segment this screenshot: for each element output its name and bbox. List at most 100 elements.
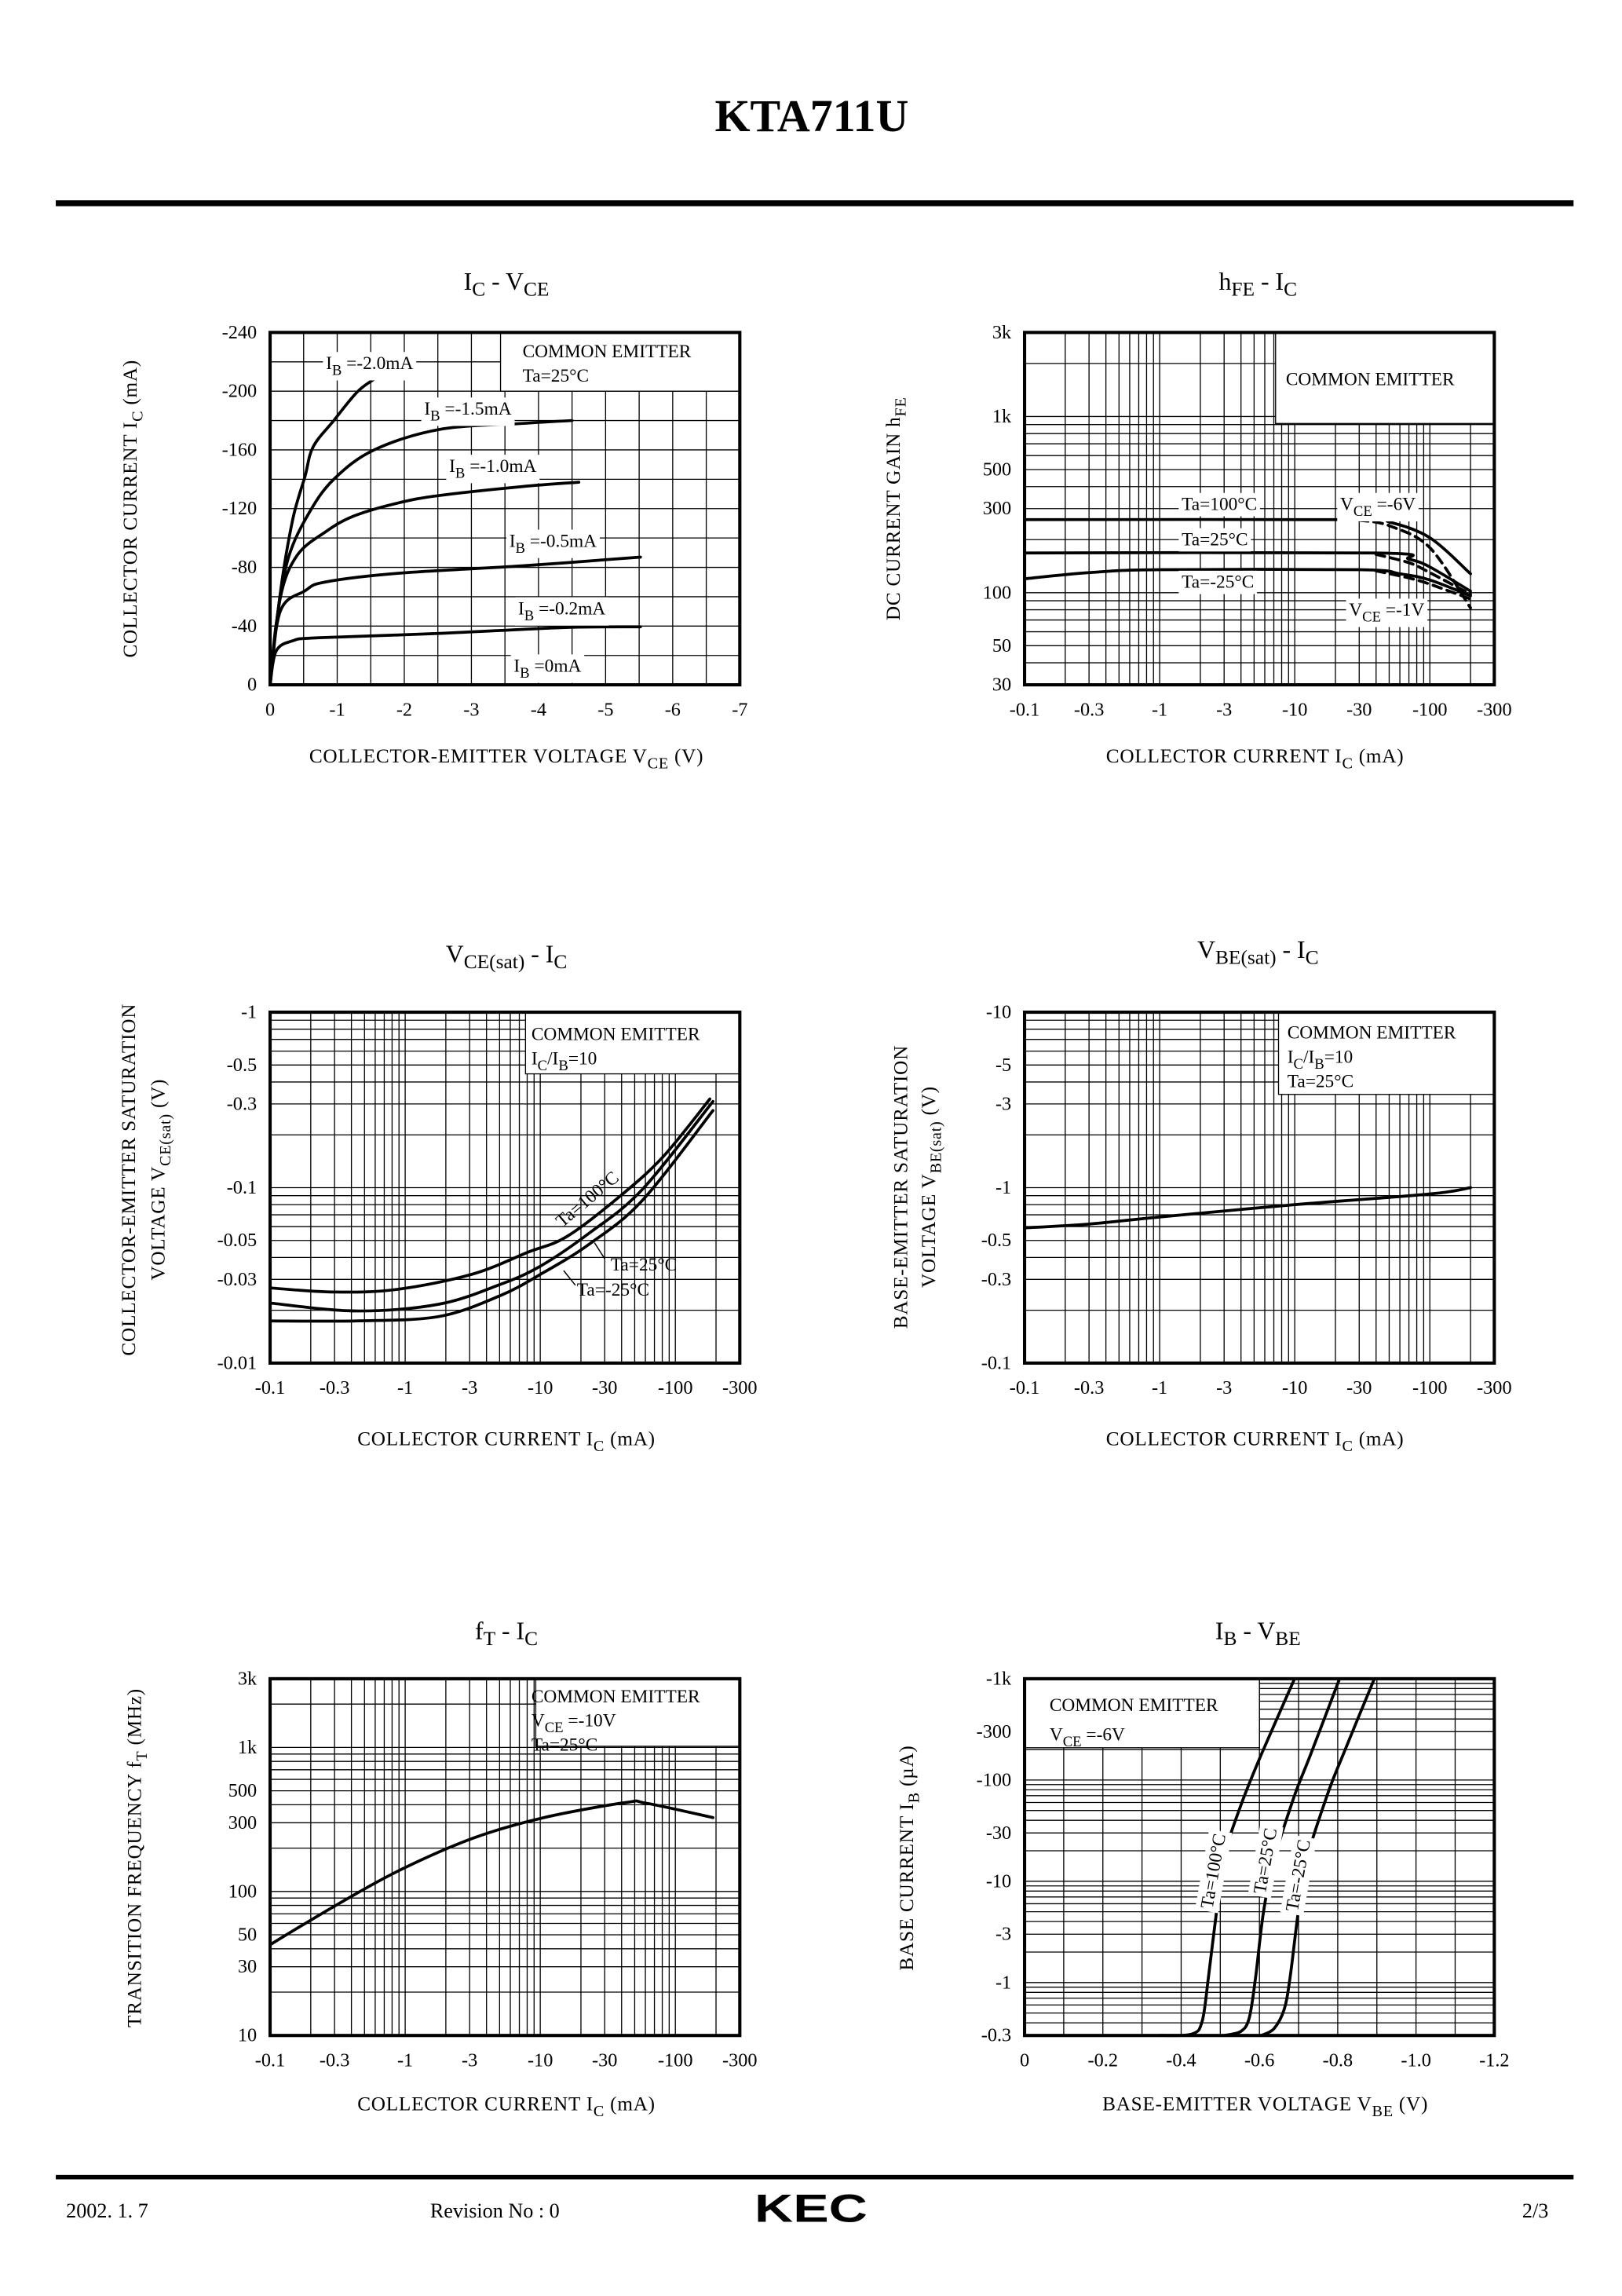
y-tick-label: 30 xyxy=(238,1956,257,1977)
curve-label-segment: I xyxy=(449,456,455,477)
y-tick-label: -200 xyxy=(222,381,258,402)
chart-title: fT - IC xyxy=(475,1617,538,1649)
legend-text-segment: I xyxy=(1288,1047,1294,1068)
legend-text-segment: COMMON EMITTER xyxy=(1288,1023,1456,1044)
x-tick-label: -1.0 xyxy=(1401,2049,1430,2071)
chart-title: VCE(sat) - IC xyxy=(446,940,568,972)
x-tick-label: -3 xyxy=(463,699,479,720)
y-tick-label: -5 xyxy=(995,1055,1011,1076)
curve-label: IB =-1.0mA xyxy=(449,456,536,481)
x-tick-label: -10 xyxy=(1282,699,1307,720)
x-tick-label: -300 xyxy=(722,2049,758,2071)
y-axis-label-segment: BASE-EMITTER SATURATION xyxy=(890,1045,911,1329)
chart-title-segment: C xyxy=(1284,279,1297,301)
legend-text-segment: I xyxy=(532,1048,538,1069)
y-tick-label: -0.1 xyxy=(227,1177,257,1198)
y-tick-label: -0.03 xyxy=(217,1269,258,1290)
plot-frame xyxy=(1022,1676,1496,2038)
y-tick-label: -0.01 xyxy=(217,1352,258,1373)
legend-text-segment: Ta=25°C xyxy=(532,1735,597,1756)
label-mask xyxy=(1178,570,1258,594)
y-tick-label: -1 xyxy=(241,1002,257,1023)
annotation-leader xyxy=(594,1242,605,1260)
curve-label: IB =-0.5mA xyxy=(510,531,597,556)
y-tick-label: -0.5 xyxy=(227,1055,257,1076)
y-tick-label: -3 xyxy=(995,1093,1011,1114)
y-tick-label: -0.5 xyxy=(981,1230,1011,1251)
y-axis-label-segment: VOLTAGE V xyxy=(148,1166,169,1281)
x-axis-label-segment: COLLECTOR-EMITTER VOLTAGE V xyxy=(309,746,648,767)
x-tick-label: -1 xyxy=(1152,699,1167,720)
legend-text: COMMON EMITTER xyxy=(532,1025,700,1045)
x-axis-label-segment: C xyxy=(594,2103,605,2120)
y-axis-label-segment: C xyxy=(129,411,146,422)
x-tick-label: -300 xyxy=(1477,699,1512,720)
label-mask xyxy=(1280,1834,1317,1917)
x-tick-label: -10 xyxy=(528,2049,553,2071)
x-tick-label: -0.1 xyxy=(255,1377,285,1398)
chart-title-segment: C xyxy=(524,1628,538,1650)
curve-label-segment: I xyxy=(510,531,516,551)
y-axis-label: VOLTAGE VBE(sat) (V) xyxy=(919,1086,944,1288)
y-axis-label-segment: B xyxy=(905,1792,922,1803)
footer-page-number: 2/3 xyxy=(1522,2199,1548,2222)
curve-label: Ta=-25°C xyxy=(1182,572,1254,593)
chart-title-segment: - I xyxy=(1255,268,1284,295)
curve-label-segment: B xyxy=(332,363,342,379)
y-tick-label: -10 xyxy=(986,1870,1011,1892)
curve-label-segment: =-1.5mA xyxy=(440,399,512,419)
x-axis-label-segment: (V) xyxy=(1394,2094,1428,2115)
x-axis-label: COLLECTOR CURRENT IC (mA) xyxy=(357,2094,656,2120)
legend-text-segment: B xyxy=(1314,1056,1324,1073)
y-tick-label: -160 xyxy=(222,439,258,460)
legend-text: Ta=25°C xyxy=(532,1735,597,1756)
plot-frame xyxy=(268,1010,742,1365)
x-tick-label: -100 xyxy=(658,2049,693,2071)
y-axis-label-segment: TRANSITION FREQUENCY f xyxy=(124,1761,145,2027)
y-axis-label-segment: COLLECTOR-EMITTER SATURATION xyxy=(119,1004,140,1356)
label-mask xyxy=(421,397,515,426)
x-tick-label: -100 xyxy=(1412,699,1448,720)
x-axis-label-segment: (mA) xyxy=(1353,1429,1405,1450)
curve-label: VCE =-1V xyxy=(1349,600,1424,625)
plot-frame xyxy=(1022,331,1496,687)
legend-text: COMMON EMITTER xyxy=(1288,1023,1456,1044)
x-axis-label-segment: (V) xyxy=(669,746,703,767)
series-line xyxy=(1023,1186,1472,1230)
y-tick-label: -80 xyxy=(232,557,257,578)
curve-label-segment: =0mA xyxy=(530,656,582,676)
x-tick-label: -100 xyxy=(658,1377,693,1398)
legend-box xyxy=(535,1678,740,1747)
y-axis-label: COLLECTOR CURRENT IC (mA) xyxy=(120,360,146,658)
x-tick-label: -10 xyxy=(1282,1377,1307,1398)
legend-text: COMMON EMITTER xyxy=(523,342,692,362)
curve-label-segment: =-0.2mA xyxy=(534,598,605,619)
legend-box xyxy=(1275,331,1495,424)
curve-label-segment: CE xyxy=(1353,503,1372,520)
x-tick-label: -0.4 xyxy=(1166,2049,1196,2071)
x-axis-label-segment: COLLECTOR CURRENT I xyxy=(357,1429,594,1450)
y-tick-label: -40 xyxy=(232,616,257,637)
curve-label-segment: V xyxy=(1349,600,1362,620)
x-tick-label: -4 xyxy=(531,699,546,720)
footer: 2002. 1. 7 Revision No : 0 KEC 2/3 xyxy=(56,2174,1574,2231)
plot-frame xyxy=(268,331,742,687)
series-line xyxy=(1023,568,1472,598)
legend-text: COMMON EMITTER xyxy=(1050,1695,1218,1716)
chart-title-segment: BE xyxy=(1275,1628,1300,1650)
y-tick-label: -240 xyxy=(222,322,258,343)
x-axis-label: COLLECTOR CURRENT IC (mA) xyxy=(357,1429,656,1455)
series-line xyxy=(1222,1677,1341,2038)
legend-text-segment: COMMON EMITTER xyxy=(1050,1695,1218,1716)
chart-title-segment: h xyxy=(1219,268,1232,295)
legend-box xyxy=(499,331,740,392)
x-axis-label: COLLECTOR CURRENT IC (mA) xyxy=(1106,1429,1405,1455)
y-tick-label: 300 xyxy=(228,1812,257,1834)
x-axis-label-segment: CE xyxy=(648,755,669,773)
legend-text: IC/IB=10 xyxy=(532,1048,597,1073)
curve-label: IB =-0.2mA xyxy=(518,598,605,623)
y-axis-label-segment: DC CURRENT GAIN h xyxy=(883,416,904,620)
